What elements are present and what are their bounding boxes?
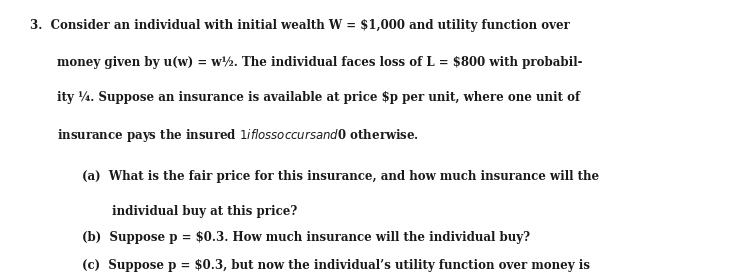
Text: (a)  What is the fair price for this insurance, and how much insurance will the: (a) What is the fair price for this insu… — [82, 170, 600, 183]
Text: ity ¼. Suppose an insurance is available at price $p per unit, where one unit of: ity ¼. Suppose an insurance is available… — [57, 91, 580, 104]
Text: (b)  Suppose p = $0.3. How much insurance will the individual buy?: (b) Suppose p = $0.3. How much insurance… — [82, 231, 530, 244]
Text: 3.  Consider an individual with initial wealth W = $1,000 and utility function o: 3. Consider an individual with initial w… — [30, 19, 570, 33]
Text: individual buy at this price?: individual buy at this price? — [112, 205, 298, 218]
Text: (c)  Suppose p = $0.3, but now the individual’s utility function over money is: (c) Suppose p = $0.3, but now the indivi… — [82, 259, 590, 272]
Text: money given by u(w) = w½. The individual faces loss of L = $800 with probabil-: money given by u(w) = w½. The individual… — [57, 56, 583, 69]
Text: insurance pays the insured $1 if loss occurs and $0 otherwise.: insurance pays the insured $1 if loss oc… — [57, 127, 419, 144]
